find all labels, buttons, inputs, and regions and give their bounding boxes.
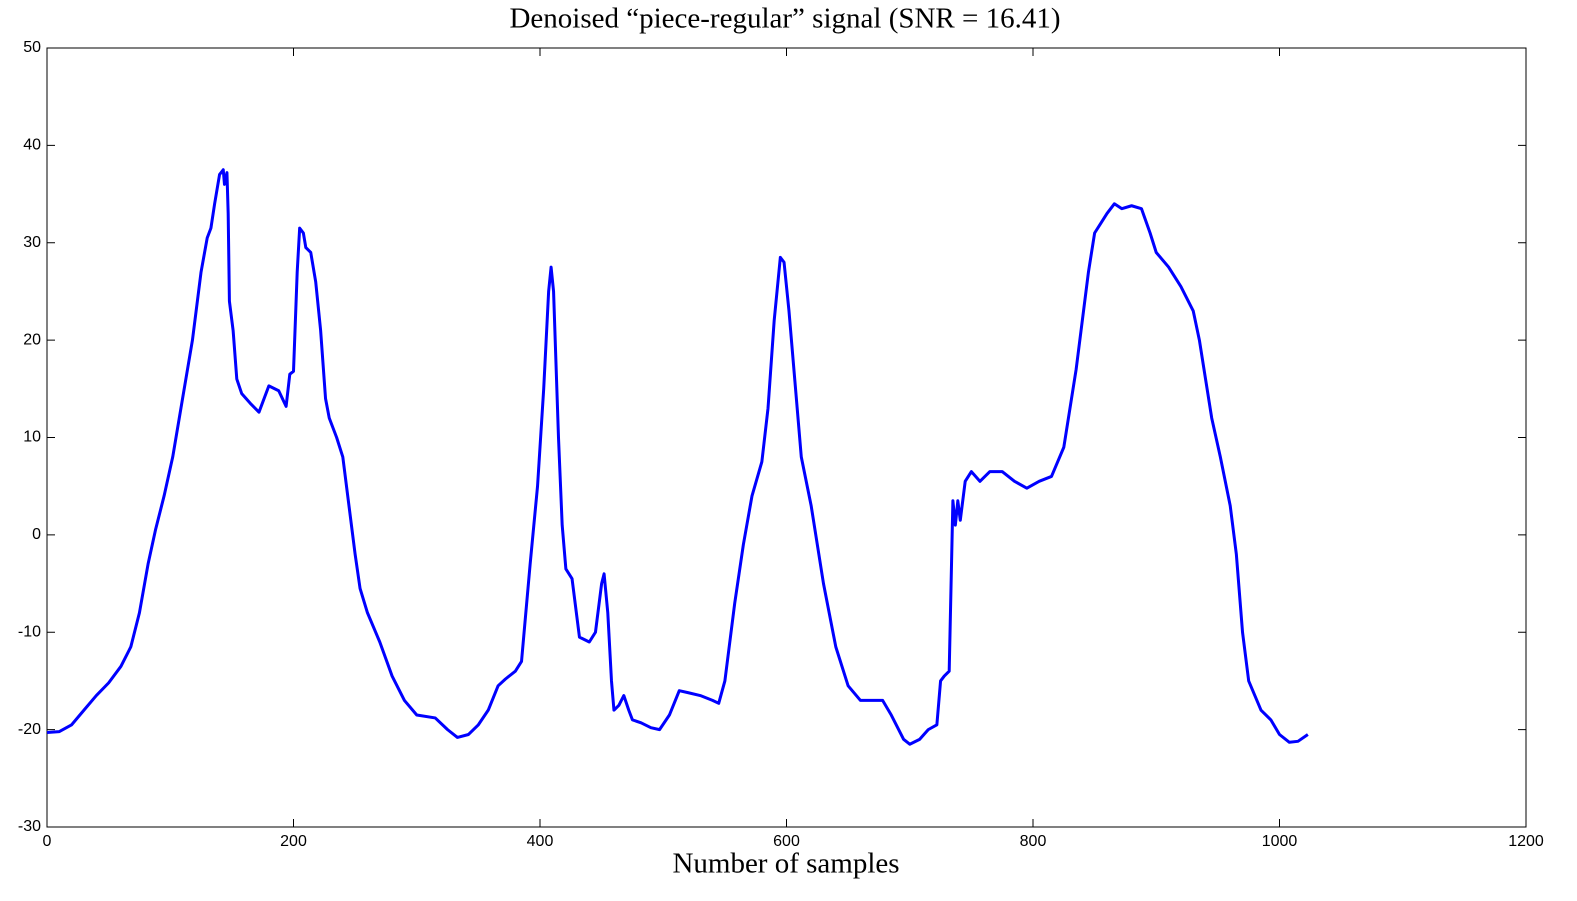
y-tick-label: 40 [23, 137, 41, 154]
y-tick-label: -20 [18, 721, 41, 738]
y-tick-label: 30 [23, 234, 41, 251]
x-tick-label: 600 [773, 833, 800, 850]
chart-title: Denoised “piece-regular” signal (SNR = 1… [509, 3, 1060, 35]
x-tick-label: 800 [1020, 833, 1047, 850]
y-tick-label: 0 [32, 526, 41, 543]
x-tick-label: 1200 [1508, 833, 1544, 850]
x-tick-label: 1000 [1262, 833, 1298, 850]
y-tick-label: 10 [23, 429, 41, 446]
x-axis-label: Number of samples [672, 848, 899, 880]
x-tick-label: 0 [43, 833, 52, 850]
y-tick-label: 50 [23, 39, 41, 56]
x-tick-label: 200 [280, 833, 307, 850]
y-tick-label: -30 [18, 818, 41, 835]
data-line [46, 168, 1309, 746]
y-tick-label: -10 [18, 623, 41, 640]
y-tick-label: 20 [23, 331, 41, 348]
x-tick-label: 400 [527, 833, 554, 850]
